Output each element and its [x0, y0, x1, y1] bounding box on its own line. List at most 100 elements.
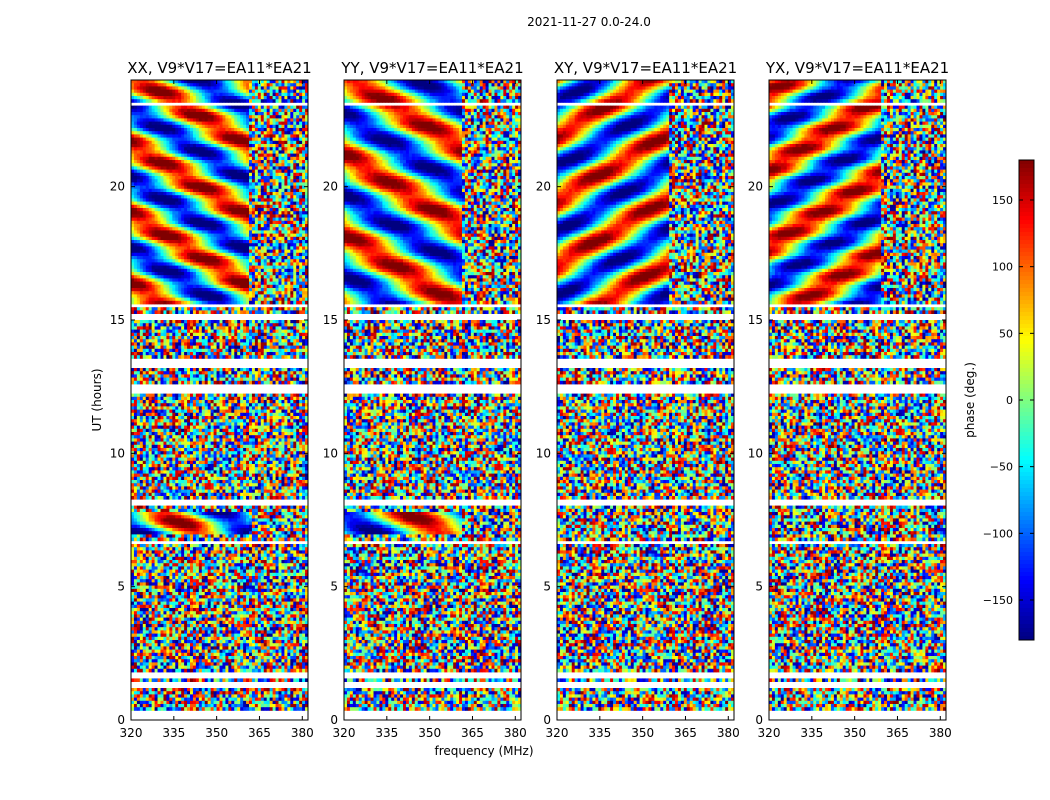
colorbar-segment: [1019, 428, 1034, 433]
colorbar-segment: [1019, 536, 1034, 541]
colorbar-segment: [1019, 568, 1034, 573]
colorbar-segment: [1019, 580, 1034, 585]
colorbar-segment: [1019, 200, 1034, 205]
x-axis-label: frequency (MHz): [434, 744, 533, 758]
colorbar-segment: [1019, 560, 1034, 565]
x-tick-label: 365: [886, 726, 909, 740]
y-tick-label: 20: [110, 180, 125, 194]
colorbar-segment: [1019, 336, 1034, 341]
colorbar-segment: [1019, 444, 1034, 449]
colorbar-segment: [1019, 544, 1034, 549]
colorbar-segment: [1019, 624, 1034, 629]
colorbar: −150 −100 −50 0 50 100 150: [983, 159, 1035, 641]
panel-3: YX, V9*V17=EA11*EA21 320 335 350 365 380 0 5 10 1…: [748, 59, 952, 740]
colorbar-segment: [1019, 168, 1034, 173]
y-tick-label: 10: [748, 446, 763, 460]
panel-frame: [130, 79, 309, 721]
colorbar-segment: [1019, 528, 1034, 533]
y-tick-label: 15: [323, 313, 338, 327]
y-tick-label: 5: [117, 580, 125, 594]
colorbar-segment: [1019, 488, 1034, 493]
y-tick-label: 10: [323, 446, 338, 460]
colorbar-segment: [1019, 588, 1034, 593]
colorbar-segment: [1019, 280, 1034, 285]
colorbar-tick-label: −50: [990, 461, 1013, 474]
colorbar-segment: [1019, 164, 1034, 169]
x-tick-label: 380: [504, 726, 527, 740]
colorbar-segment: [1019, 636, 1034, 641]
colorbar-segment: [1019, 592, 1034, 597]
x-tick-label: 365: [674, 726, 697, 740]
colorbar-segment: [1019, 464, 1034, 469]
colorbar-segment: [1019, 404, 1034, 409]
colorbar-segment: [1019, 628, 1034, 633]
y-tick-label: 5: [543, 580, 551, 594]
colorbar-segment: [1019, 196, 1034, 201]
x-tick-label: 365: [461, 726, 484, 740]
colorbar-segment: [1019, 376, 1034, 381]
colorbar-segment: [1019, 300, 1034, 305]
colorbar-segment: [1019, 360, 1034, 365]
colorbar-segment: [1019, 240, 1034, 245]
y-axis-label: UT (hours): [90, 368, 104, 431]
colorbar-segment: [1019, 632, 1034, 637]
colorbar-segment: [1019, 600, 1034, 605]
y-tick-label: 15: [748, 313, 763, 327]
colorbar-segment: [1019, 172, 1034, 177]
panel-frame: [768, 79, 947, 721]
colorbar-segment: [1019, 356, 1034, 361]
colorbar-segment: [1019, 304, 1034, 309]
colorbar-segment: [1019, 204, 1034, 209]
colorbar-segment: [1019, 316, 1034, 321]
colorbar-segment: [1019, 188, 1034, 193]
colorbar-segment: [1019, 556, 1034, 561]
x-tick-label: 350: [631, 726, 654, 740]
x-tick-label: 380: [929, 726, 952, 740]
y-tick-label: 20: [323, 180, 338, 194]
y-tick-label: 15: [110, 313, 125, 327]
colorbar-segment: [1019, 424, 1034, 429]
colorbar-segment: [1019, 228, 1034, 233]
x-tick-label: 335: [162, 726, 185, 740]
colorbar-segment: [1019, 432, 1034, 437]
y-tick-label: 10: [536, 446, 551, 460]
colorbar-segment: [1019, 472, 1034, 477]
colorbar-segment: [1019, 440, 1034, 445]
panel-heatmap: [131, 80, 308, 720]
colorbar-segment: [1019, 380, 1034, 385]
colorbar-segment: [1019, 292, 1034, 297]
colorbar-segment: [1019, 400, 1034, 405]
y-tick-label: 5: [330, 580, 338, 594]
colorbar-segment: [1019, 452, 1034, 457]
x-tick-label: 365: [248, 726, 271, 740]
colorbar-tick-label: 100: [992, 261, 1013, 274]
colorbar-segment: [1019, 604, 1034, 609]
colorbar-segment: [1019, 496, 1034, 501]
colorbar-segment: [1019, 372, 1034, 377]
colorbar-segment: [1019, 456, 1034, 461]
y-tick-label: 0: [117, 713, 125, 727]
colorbar-label: phase (deg.): [963, 362, 977, 438]
colorbar-segment: [1019, 368, 1034, 373]
colorbar-segment: [1019, 384, 1034, 389]
colorbar-segment: [1019, 364, 1034, 369]
colorbar-tick-label: −150: [983, 594, 1013, 607]
colorbar-segment: [1019, 564, 1034, 569]
colorbar-segment: [1019, 584, 1034, 589]
colorbar-segment: [1019, 212, 1034, 217]
x-tick-label: 380: [291, 726, 314, 740]
y-tick-label: 20: [536, 180, 551, 194]
colorbar-segment: [1019, 416, 1034, 421]
colorbar-segment: [1019, 612, 1034, 617]
colorbar-segment: [1019, 348, 1034, 353]
y-tick-label: 10: [110, 446, 125, 460]
colorbar-segment: [1019, 620, 1034, 625]
colorbar-segment: [1019, 448, 1034, 453]
panel-2: XY, V9*V17=EA11*EA21 320 335 350 365 380 0 5 10 1…: [536, 59, 740, 740]
colorbar-segment: [1019, 320, 1034, 325]
colorbar-segment: [1019, 396, 1034, 401]
x-tick-label: 335: [375, 726, 398, 740]
colorbar-segment: [1019, 192, 1034, 197]
y-tick-label: 0: [330, 713, 338, 727]
